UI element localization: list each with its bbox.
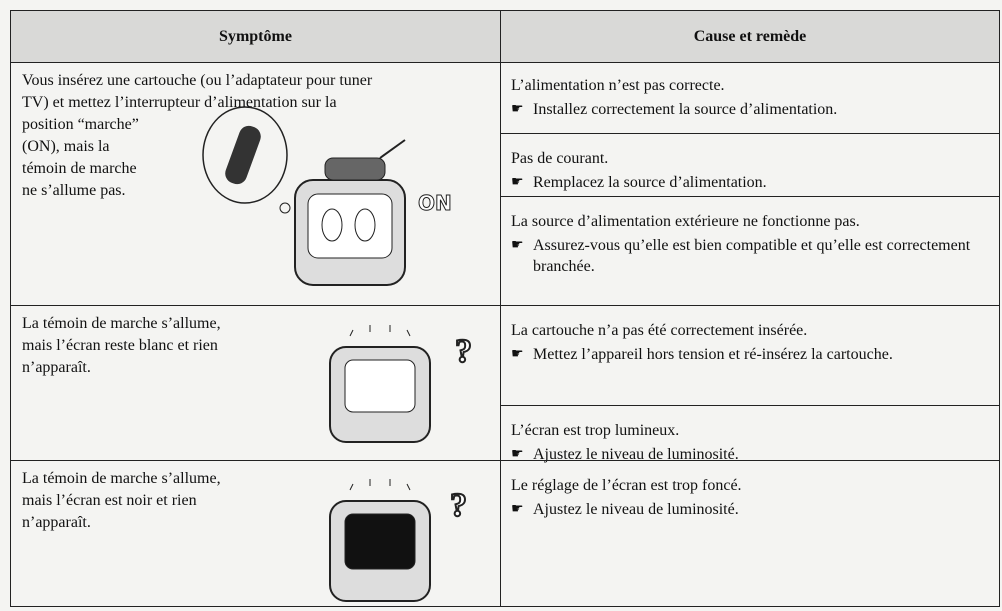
bullet-icon: ☛ <box>511 502 524 517</box>
remedy-text: Ajustez le niveau de luminosité. <box>533 501 739 518</box>
cause-cell: L’alimentation n’est pas correcte. ☛ Insta… <box>500 62 1000 134</box>
symptom-line: La témoin de marche s’allume, <box>22 470 221 487</box>
symptom-line: témoin de marche <box>22 160 137 177</box>
cause-cell: L’écran est trop lumineux. ☛ Ajustez le ni… <box>500 405 1000 463</box>
header-text: Symptôme <box>219 27 292 45</box>
cause-block: La source d’alimentation extérieure ne f… <box>511 211 981 277</box>
svg-text:?: ? <box>455 333 472 370</box>
symptom-line: mais l’écran est noir et rien <box>22 492 197 509</box>
illustration-label: ON <box>418 191 452 215</box>
symptom-line: position “marche” <box>22 116 139 133</box>
header-cell: Symptôme <box>10 10 501 63</box>
illustration: ? <box>329 479 468 602</box>
remedy-text: Remplacez la source d’alimentation. <box>533 174 767 191</box>
cause-cell: Pas de courant. ☛ Remplacez la source d’al… <box>500 133 1000 197</box>
illustration: ? <box>329 325 473 443</box>
cause-text: Le réglage de l’écran est trop foncé. <box>511 477 742 494</box>
symptom-line: TV) et mettez l’interrupteur d’alimentat… <box>22 94 337 111</box>
illustration: ON <box>202 106 452 286</box>
symptom-line: Vous insérez une cartouche (ou l’adaptat… <box>22 72 373 89</box>
cause-text: Pas de courant. <box>511 150 609 167</box>
cause-block: L’écran est trop lumineux. ☛ Ajustez le ni… <box>511 420 981 465</box>
symptom-line: n’apparaît. <box>22 359 91 376</box>
header-text: Cause et remède <box>693 27 807 45</box>
cause-block: Le réglage de l’écran est trop foncé. ☛ Aj… <box>511 475 981 520</box>
cause-cell: La cartouche n’a pas été correctement in… <box>500 305 1000 406</box>
remedy-text: Assurez-vous qu’elle est bien compatible… <box>533 237 971 275</box>
remedy: ☛ Installez correctement la source d’alim… <box>511 99 981 120</box>
remedy: ☛ Remplacez la source d’alimentation. <box>511 172 981 193</box>
bullet-icon: ☛ <box>511 102 524 117</box>
remedy: ☛ Assurez-vous qu’elle est bien compatibl… <box>511 235 981 277</box>
cause-text: La source d’alimentation extérieure ne f… <box>511 213 860 230</box>
bullet-icon: ☛ <box>511 175 524 190</box>
remedy: ☛ Mettez l’appareil hors tension et ré-in… <box>511 344 981 365</box>
cause-text: L’alimentation n’est pas correcte. <box>511 77 725 94</box>
symptom-line: n’apparaît. <box>22 514 91 531</box>
cause-cell: Le réglage de l’écran est trop foncé. ☛ Aj… <box>500 460 1000 607</box>
svg-text:?: ? <box>450 487 467 524</box>
symptom-line: ne s’allume pas. <box>22 182 126 199</box>
header-cell: Cause et remède <box>500 10 1000 63</box>
remedy-text: Ajustez le niveau de luminosité. <box>533 446 739 463</box>
remedy: ☛ Ajustez le niveau de luminosité. <box>511 444 981 465</box>
cause-block: L’alimentation n’est pas correcte. ☛ Insta… <box>511 75 981 120</box>
bullet-icon: ☛ <box>511 238 524 253</box>
remedy: ☛ Ajustez le niveau de luminosité. <box>511 499 981 520</box>
remedy-text: Installez correctement la source d’alime… <box>533 101 838 118</box>
symptom-line: La témoin de marche s’allume, <box>22 315 221 332</box>
cause-block: La cartouche n’a pas été correctement in… <box>511 320 981 365</box>
symptom-line: (ON), mais la <box>22 138 110 155</box>
symptom-line: mais l’écran reste blanc et rien <box>22 337 218 354</box>
cause-cell: La source d’alimentation extérieure ne f… <box>500 196 1000 306</box>
remedy-text: Mettez l’appareil hors tension et ré-ins… <box>533 346 893 363</box>
bullet-icon: ☛ <box>511 347 524 362</box>
cause-text: La cartouche n’a pas été correctement in… <box>511 322 808 339</box>
cause-text: L’écran est trop lumineux. <box>511 422 680 439</box>
bullet-icon: ☛ <box>511 447 524 462</box>
cause-block: Pas de courant. ☛ Remplacez la source d’al… <box>511 148 981 193</box>
